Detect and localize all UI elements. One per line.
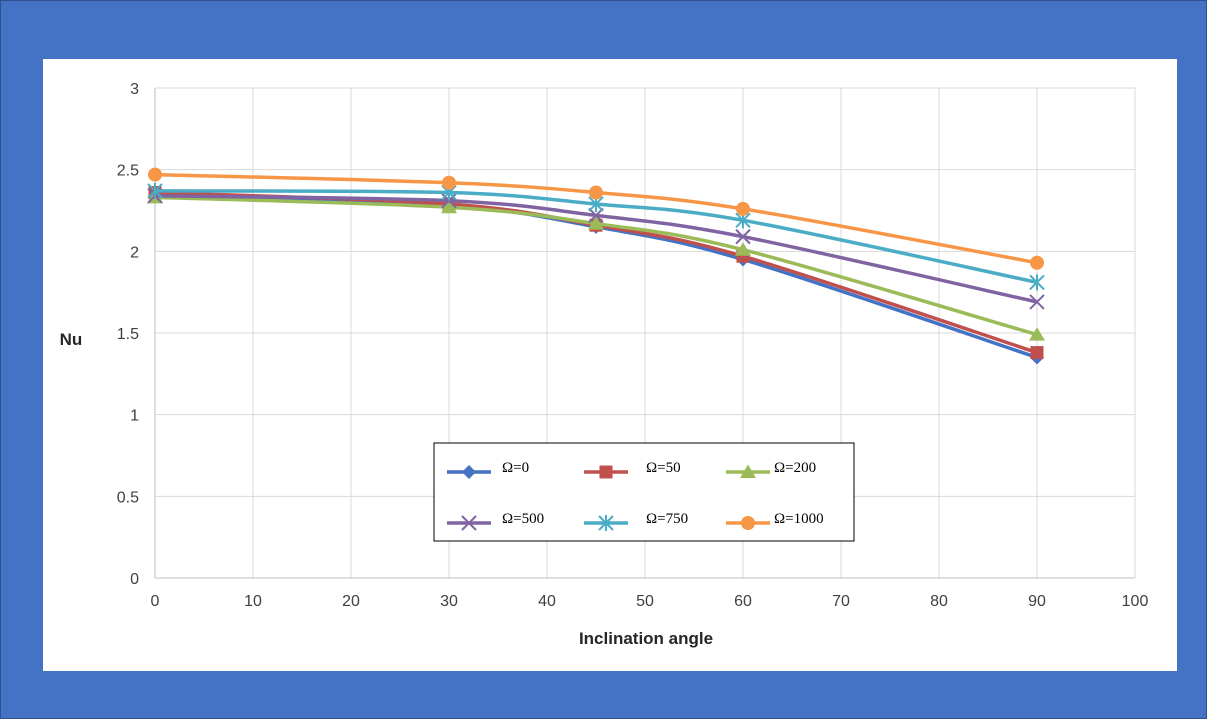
legend-item: Ω=200 [726,460,816,478]
x-tick-label: 0 [151,593,160,610]
legend-marker [741,516,755,530]
data-point [442,175,456,190]
data-point [148,167,162,182]
x-tick-label: 70 [832,593,850,610]
legend: Ω=0 Ω=50 Ω=200 Ω=500 Ω=750 Ω=1000 [433,442,855,542]
x-tick-label: 80 [930,593,948,610]
legend-item: Ω=50 [584,460,681,479]
legend-item: Ω=750 [584,511,688,531]
data-point [736,201,750,216]
x-tick-label: 30 [440,593,458,610]
legend-label: Ω=0 [502,460,529,476]
data-point [1029,294,1045,310]
y-tick-label: 2.5 [117,163,139,180]
x-tick-label: 90 [1028,593,1046,610]
series-3 [147,189,1045,341]
y-tick-label: 0 [130,571,139,588]
x-tick-label: 40 [538,593,556,610]
y-tick-label: 1 [130,408,139,425]
legend-label: Ω=1000 [774,511,824,527]
legend-label: Ω=750 [646,511,688,527]
data-point [588,207,604,224]
tick-labels: 0 10 20 30 40 50 60 70 80 90 100 0 0.5 1 1.5 2 2.5 3 [117,81,1149,610]
legend-item: Ω=500 [447,511,544,531]
x-tick-label: 50 [636,593,654,610]
legend-marker [461,515,477,531]
x-tick-label: 10 [244,593,262,610]
y-tick-label: 2 [130,244,139,261]
x-axis-title: Inclination angle [579,629,713,648]
x-tick-label: 100 [1122,593,1149,610]
data-point [735,228,751,245]
x-tick-label: 20 [342,593,360,610]
line-chart: 0 10 20 30 40 50 60 70 80 90 100 0 0.5 1 1.5 2 2.5 3 Nu I… [60,81,1149,648]
data-point [1030,255,1044,270]
data-point [1029,327,1045,341]
legend-marker [599,465,613,479]
legend-marker [598,515,614,531]
data-point [589,185,603,200]
legend-label: Ω=50 [646,460,681,476]
data-point [1029,274,1045,291]
data-point [147,182,163,199]
plot-panel: 0 10 20 30 40 50 60 70 80 90 100 0 0.5 1 1.5 2 2.5 3 Nu I… [43,59,1177,671]
series-5 [147,182,1045,291]
x-tick-label: 60 [734,593,752,610]
data-point [1030,346,1044,360]
series-layer [147,167,1045,365]
legend-marker [740,464,756,478]
series-6 [148,167,1044,270]
legend-item: Ω=0 [447,460,529,479]
legend-label: Ω=500 [502,511,544,527]
y-tick-label: 1.5 [117,326,139,343]
legend-item: Ω=1000 [726,511,824,530]
data-point [588,216,604,230]
data-point [441,199,457,214]
y-tick-label: 3 [130,81,139,98]
legend-box [433,442,855,542]
data-point [735,242,751,256]
y-axis-title: Nu [60,330,83,349]
y-tick-label: 0.5 [117,489,139,506]
legend-marker [462,465,476,479]
legend-label: Ω=200 [774,460,816,476]
